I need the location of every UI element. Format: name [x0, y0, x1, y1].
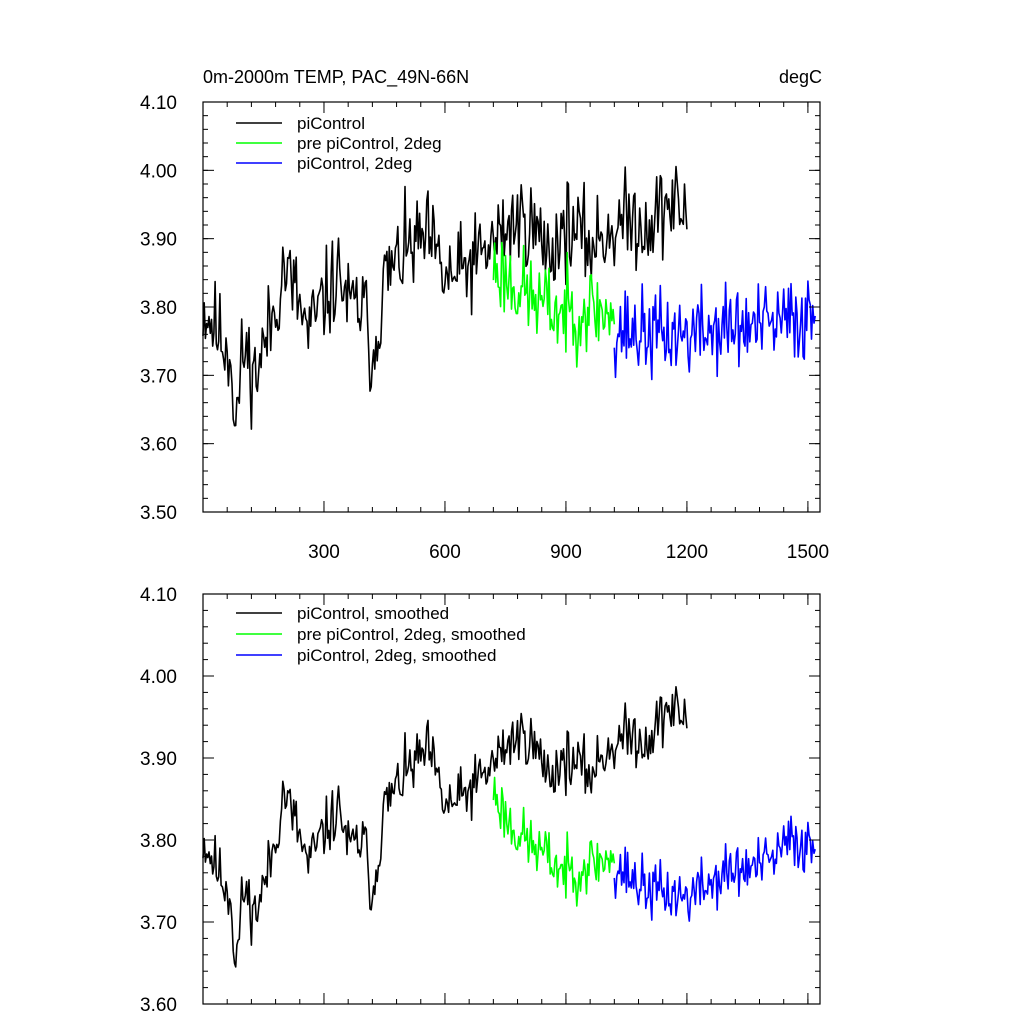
bottom-series-group — [203, 687, 815, 967]
bottom-plot-frame — [203, 594, 820, 1004]
top-xtick-label: 300 — [308, 542, 340, 563]
bottom-chart: 3.60 3.70 3.80 3.90 4.00 4.10 piControl, smoo… — [140, 585, 820, 1016]
top-ytick-label: 3.70 — [140, 366, 177, 387]
top-ytick-label: 4.00 — [140, 161, 177, 182]
bottom-ytick-label: 4.10 — [140, 585, 177, 606]
bottom-ytick-label: 3.80 — [140, 831, 177, 852]
top-ytick-label: 3.90 — [140, 230, 177, 251]
bottom-series-0 — [203, 687, 687, 967]
top-legend-label-picontrol: piControl — [297, 114, 365, 133]
top-chart: 0m-2000m TEMP, PAC_49N-66N degC 3.50 3.60… — [140, 67, 829, 563]
top-chart-units: degC — [779, 67, 822, 87]
bottom-ytick-label: 4.00 — [140, 667, 177, 688]
top-ytick-label: 4.10 — [140, 93, 177, 114]
top-xtick-label: 900 — [550, 542, 582, 563]
top-legend-label-pre-picontrol: pre piControl, 2deg — [297, 134, 442, 153]
top-xtick-label: 1200 — [666, 542, 708, 563]
top-xtick-label: 1500 — [787, 542, 829, 563]
chart-canvas: 0m-2000m TEMP, PAC_49N-66N degC 3.50 3.60… — [0, 0, 1024, 1024]
top-series-0 — [203, 167, 687, 430]
bottom-legend: piControl, smoothed pre piControl, 2deg,… — [236, 604, 526, 665]
top-chart-title: 0m-2000m TEMP, PAC_49N-66N — [203, 67, 469, 88]
bottom-ytick-label: 3.60 — [140, 995, 177, 1016]
bottom-legend-label-picontrol-smoothed: piControl, smoothed — [297, 604, 449, 623]
top-xtick-label: 600 — [429, 542, 461, 563]
bottom-legend-label-pre-picontrol-smoothed: pre piControl, 2deg, smoothed — [297, 625, 526, 644]
bottom-ytick-label: 3.90 — [140, 749, 177, 770]
bottom-series-2 — [614, 816, 815, 921]
top-series-group — [203, 167, 815, 430]
top-legend-label-picontrol-2deg: piControl, 2deg — [297, 154, 412, 173]
top-ytick-label: 3.80 — [140, 298, 177, 319]
top-ytick-label: 3.50 — [140, 503, 177, 524]
bottom-legend-label-picontrol-2deg-smoothed: piControl, 2deg, smoothed — [297, 646, 496, 665]
top-ytick-label: 3.60 — [140, 435, 177, 456]
bottom-ytick-label: 3.70 — [140, 913, 177, 934]
bottom-series-1 — [493, 777, 614, 906]
top-legend: piControl pre piControl, 2deg piControl,… — [236, 114, 442, 173]
top-series-2 — [614, 281, 815, 379]
